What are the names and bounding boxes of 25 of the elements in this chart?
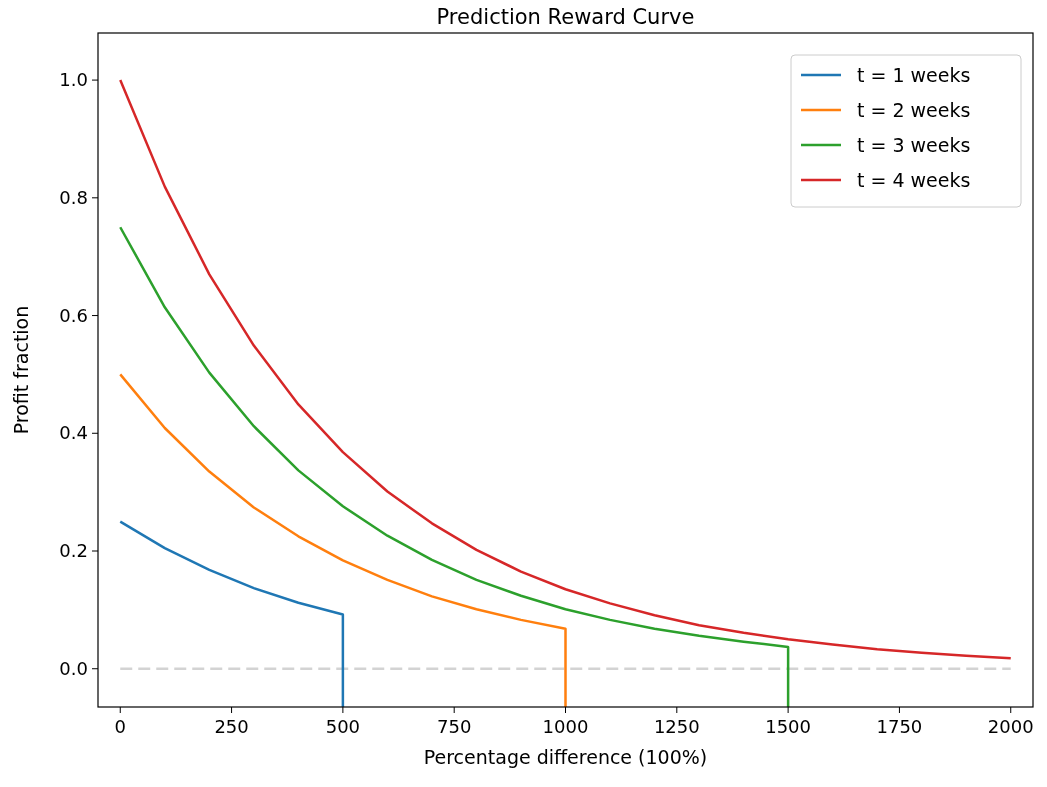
- x-tick-label: 0: [114, 716, 126, 737]
- y-tick-label: 0.6: [59, 304, 88, 326]
- x-tick-label: 1750: [876, 716, 923, 737]
- chart-title: Prediction Reward Curve: [436, 5, 695, 29]
- x-axis-title: Percentage difference (100%): [423, 746, 708, 768]
- legend-label: t = 4 weeks: [857, 169, 971, 191]
- x-tick-label: 1250: [653, 716, 700, 737]
- x-tick-label: 1500: [765, 716, 812, 737]
- legend-label: t = 3 weeks: [857, 134, 971, 156]
- legend-label: t = 2 weeks: [857, 99, 971, 121]
- y-tick-label: 0.4: [59, 422, 88, 444]
- legend-label: t = 1 weeks: [857, 64, 971, 86]
- y-tick-label: 0.0: [59, 657, 88, 679]
- line-series: [119, 373, 567, 707]
- x-tick-label: 500: [325, 716, 361, 737]
- x-tick-label: 2000: [987, 716, 1034, 737]
- x-tick-label: 1000: [542, 716, 589, 737]
- line-series: [119, 520, 345, 707]
- y-tick-label: 0.2: [59, 540, 88, 562]
- line-series: [119, 226, 790, 707]
- y-tick-label: 0.8: [59, 186, 88, 208]
- x-tick-label: 750: [437, 716, 472, 737]
- y-tick-label: 1.0: [59, 69, 88, 91]
- x-tick-label: 250: [214, 716, 249, 737]
- y-axis-title: Profit fraction: [10, 305, 32, 435]
